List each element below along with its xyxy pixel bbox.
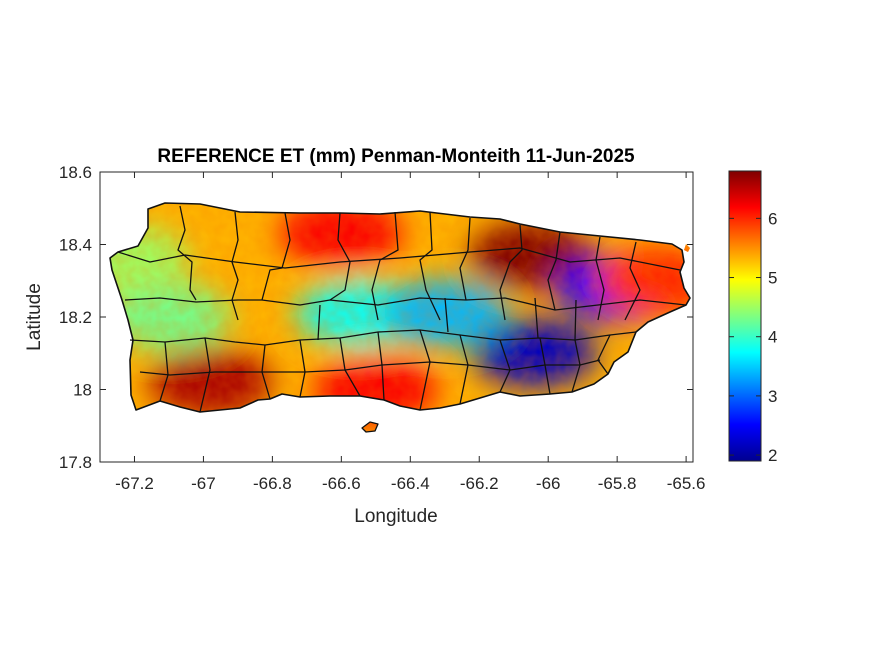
- y-axis: 18.6 18.4 18.2 18 17.8: [59, 163, 693, 472]
- y-tick-label: 18.6: [59, 163, 92, 182]
- x-tick-label: -65.6: [667, 474, 706, 493]
- y-tick-label: 18: [73, 381, 92, 400]
- colorbar-tick-label: 6: [768, 209, 777, 228]
- et-heat-field: [110, 203, 690, 432]
- colorbar-ticks: 2 3 4 5 6: [729, 209, 777, 465]
- x-tick-label: -66.6: [322, 474, 361, 493]
- x-axis-label: Longitude: [354, 506, 437, 527]
- colorbar-tick-label: 4: [768, 328, 777, 347]
- colorbar-tick-label: 2: [768, 446, 777, 465]
- colorbar: 2 3 4 5 6: [728, 170, 777, 465]
- colorbar-tick-label: 3: [768, 387, 777, 406]
- y-axis-label: Latitude: [24, 283, 45, 351]
- x-tick-label: -67.2: [115, 474, 154, 493]
- x-tick-label: -66.4: [391, 474, 430, 493]
- colorbar-gradient: [728, 170, 762, 462]
- municipality-boundaries: [109, 202, 691, 433]
- x-tick-label: -66.2: [460, 474, 499, 493]
- x-tick-label: -65.8: [598, 474, 637, 493]
- x-axis: -67.2 -67 -66.8 -66.6 -66.4 -66.2 -66 -65.8 -65.…: [115, 172, 705, 493]
- y-tick-label: 18.2: [59, 308, 92, 327]
- colorbar-tick-label: 5: [768, 269, 777, 288]
- x-tick-label: -66.8: [253, 474, 292, 493]
- y-tick-label: 17.8: [59, 453, 92, 472]
- x-tick-label: -67: [191, 474, 216, 493]
- x-tick-label: -66: [536, 474, 561, 493]
- y-tick-label: 18.4: [59, 236, 92, 255]
- chart-title: REFERENCE ET (mm) Penman-Monteith 11-Jun…: [157, 146, 635, 167]
